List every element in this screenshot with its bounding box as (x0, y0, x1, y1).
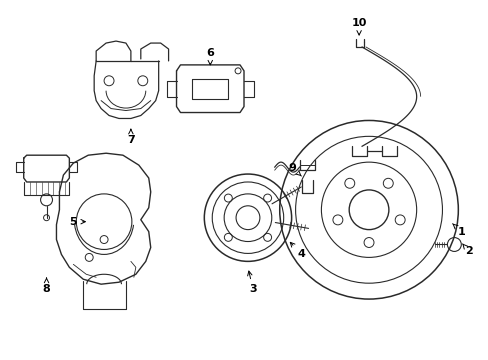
Text: 8: 8 (42, 278, 50, 294)
Text: 1: 1 (452, 224, 464, 237)
Text: 7: 7 (127, 129, 135, 145)
Text: 6: 6 (206, 48, 214, 65)
Text: 3: 3 (247, 271, 256, 294)
Text: 9: 9 (288, 163, 301, 176)
Text: 4: 4 (290, 242, 305, 260)
Text: 10: 10 (351, 18, 366, 35)
Text: 5: 5 (69, 217, 85, 227)
Text: 2: 2 (462, 244, 472, 256)
